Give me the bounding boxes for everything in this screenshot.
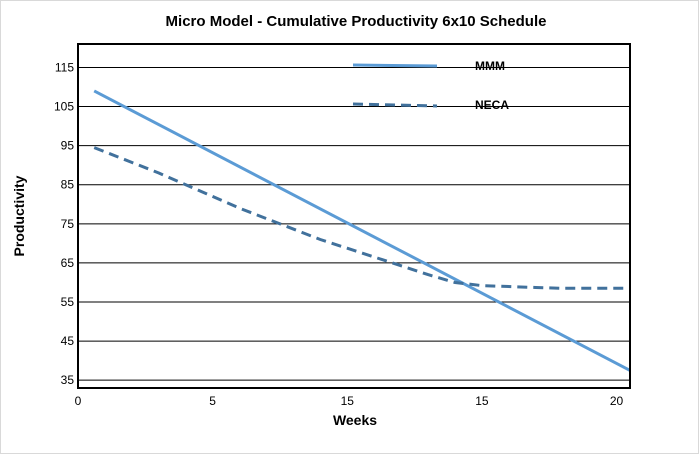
x-tick-label: 0 xyxy=(75,394,82,408)
y-axis-title: Productivity xyxy=(11,175,27,256)
legend-swatch-mmm xyxy=(352,63,438,68)
gridlines xyxy=(78,66,630,381)
legend-label-mmm: MMM xyxy=(475,59,505,73)
y-tick-label: 45 xyxy=(61,334,75,348)
y-tick-label: 75 xyxy=(61,217,75,231)
x-axis-title: Weeks xyxy=(333,412,377,428)
x-tick-label: 15 xyxy=(341,394,355,408)
legend-swatch-neca xyxy=(352,102,438,108)
y-tick-label: 105 xyxy=(54,100,74,114)
y-axis-ticks: 35 45 55 65 75 85 95 105 115 xyxy=(54,60,74,387)
y-tick-label: 65 xyxy=(61,256,75,270)
series-layer xyxy=(93,89,630,372)
x-tick-label: 5 xyxy=(209,394,216,408)
y-tick-label: 35 xyxy=(61,373,75,387)
y-tick-label: 85 xyxy=(61,178,75,192)
y-tick-label: 115 xyxy=(55,60,74,74)
x-axis-ticks: 0 5 15 15 20 xyxy=(75,394,624,408)
series-line-mmm xyxy=(93,89,630,372)
x-tick-label: 20 xyxy=(610,394,624,408)
legend-label-neca: NECA xyxy=(475,98,509,112)
legend: MMM NECA xyxy=(352,59,509,112)
y-tick-label: 55 xyxy=(61,295,75,309)
plot-area xyxy=(77,43,631,389)
y-tick-label: 95 xyxy=(61,139,75,153)
chart-title: Micro Model - Cumulative Productivity 6x… xyxy=(166,13,547,30)
series-line-neca xyxy=(93,146,630,290)
x-tick-label: 15 xyxy=(475,394,489,408)
